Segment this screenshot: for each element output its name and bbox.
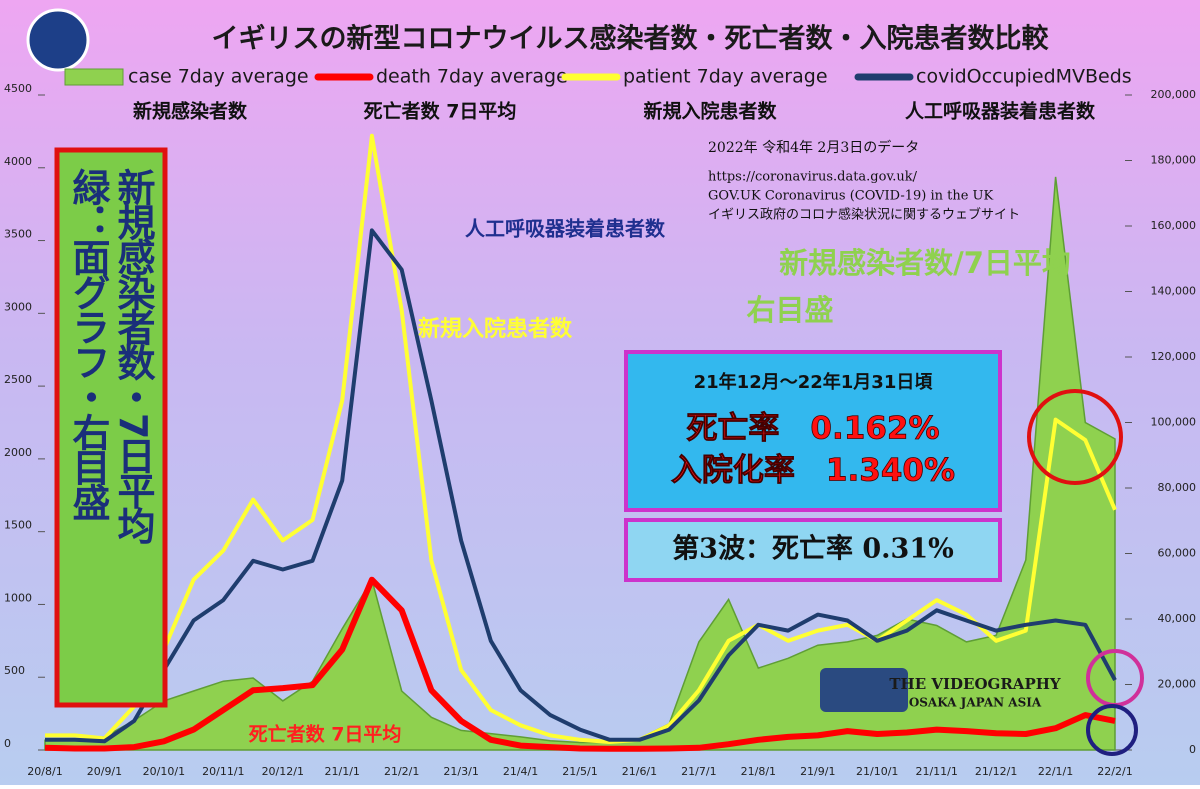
x-tick-label: 21/1/1 xyxy=(325,765,360,778)
logo xyxy=(26,8,90,72)
highlight-circle xyxy=(1086,704,1138,756)
x-tick-label: 21/4/1 xyxy=(503,765,538,778)
annotation: GOV.UK Coronavirus (COVID-19) in the UK xyxy=(708,189,994,204)
y2-tick-label: 180,000 xyxy=(1151,154,1197,167)
x-tick-label: 21/5/1 xyxy=(562,765,597,778)
annotation: 2022年 令和4年 2月3日のデータ xyxy=(708,139,919,156)
y2-tick-label: 160,000 xyxy=(1151,219,1197,232)
highlight-circle xyxy=(1027,389,1123,485)
y-tick-label: 3500 xyxy=(4,228,32,241)
annotation: 新規感染者数/7日平均 xyxy=(779,246,1071,280)
y2-tick-label: 200,000 xyxy=(1151,88,1197,101)
annotation: https://coronavirus.data.gov.uk/ xyxy=(708,170,918,185)
annotation: 21年12月〜22年1月31日頃 xyxy=(694,371,934,393)
chart-title: イギリスの新型コロナウイルス感染者数・死亡者数・入院患者数比較 xyxy=(212,23,1050,55)
y2-tick-label: 20,000 xyxy=(1158,678,1197,691)
legend-swatch xyxy=(64,68,124,86)
y-tick-label: 500 xyxy=(4,664,25,677)
x-tick-label: 22/1/1 xyxy=(1038,765,1073,778)
x-tick-label: 21/2/1 xyxy=(384,765,419,778)
x-tick-label: 21/7/1 xyxy=(681,765,716,778)
annotation: THE VIDEOGRAPHY xyxy=(889,675,1061,693)
legend-label: patient 7day average xyxy=(623,66,828,88)
y-tick-label: 4500 xyxy=(4,82,32,95)
legend-label: covidOccupiedMVBeds xyxy=(916,66,1132,88)
annotation: 新規入院患者数 xyxy=(418,316,573,342)
annotation: 人工呼吸器装着患者数 xyxy=(905,100,1096,123)
note-box xyxy=(54,147,168,708)
annotation: 右目盛 xyxy=(746,293,833,327)
annotation: 人工呼吸器装着患者数 xyxy=(465,217,666,241)
y2-tick-label: 140,000 xyxy=(1151,285,1197,298)
x-tick-label: 20/11/1 xyxy=(202,765,244,778)
line xyxy=(45,133,1117,744)
annotation: 第3波：死亡率 0.31% xyxy=(672,533,954,565)
y-tick-label: 2000 xyxy=(4,446,32,459)
annotation: 新規入院患者数 xyxy=(643,100,777,123)
y2-tick-label: 120,000 xyxy=(1151,350,1197,363)
x-tick-label: 21/9/1 xyxy=(800,765,835,778)
line xyxy=(44,576,1116,752)
y2-tick-label: 80,000 xyxy=(1158,481,1197,494)
annotation: OSAKA JAPAN ASIA xyxy=(909,696,1042,710)
y-tick-label: 0 xyxy=(4,737,11,750)
y2-tick-label: 40,000 xyxy=(1158,612,1197,625)
x-tick-label: 21/11/1 xyxy=(915,765,957,778)
x-tick-label: 22/2/1 xyxy=(1097,765,1132,778)
y-tick-label: 1000 xyxy=(4,591,32,604)
line xyxy=(45,228,1117,744)
legend-label: case 7day average xyxy=(128,66,309,88)
y-tick-label: 4000 xyxy=(4,155,32,168)
x-tick-label: 20/12/1 xyxy=(262,765,304,778)
annotation: 死亡者数 7日平均 xyxy=(249,723,402,746)
annotation: 死亡者数 7日平均 xyxy=(364,100,517,123)
x-tick-label: 20/10/1 xyxy=(143,765,185,778)
vertical-note: 緑：面グラフ・右目盛 xyxy=(66,168,110,520)
x-tick-label: 21/10/1 xyxy=(856,765,898,778)
wave-box xyxy=(624,518,1002,582)
x-tick-label: 20/9/1 xyxy=(87,765,122,778)
x-tick-label: 21/12/1 xyxy=(975,765,1017,778)
x-tick-label: 21/6/1 xyxy=(622,765,657,778)
y2-tick-label: 100,000 xyxy=(1151,416,1197,429)
annotation: 死亡率 0.162% xyxy=(686,411,939,447)
vertical-note: 新規感染者数・7日平均 xyxy=(111,168,155,545)
annotation: イギリス政府のコロナ感染状況に関するウェブサイト xyxy=(708,207,1020,223)
legend-label: death 7day average xyxy=(376,66,568,88)
y-tick-label: 3000 xyxy=(4,300,32,313)
x-tick-label: 21/3/1 xyxy=(443,765,478,778)
annotation: 入院化率 1.340% xyxy=(671,453,955,489)
logo-badge xyxy=(820,668,908,712)
y2-tick-label: 60,000 xyxy=(1158,547,1197,560)
y2-tick-label: 0 xyxy=(1189,743,1196,756)
annotation: 新規感染者数 xyxy=(133,100,248,123)
rate-box xyxy=(624,350,1002,512)
y-tick-label: 1500 xyxy=(4,519,32,532)
x-tick-label: 20/8/1 xyxy=(27,765,62,778)
y-tick-label: 2500 xyxy=(4,373,32,386)
x-tick-label: 21/8/1 xyxy=(741,765,776,778)
